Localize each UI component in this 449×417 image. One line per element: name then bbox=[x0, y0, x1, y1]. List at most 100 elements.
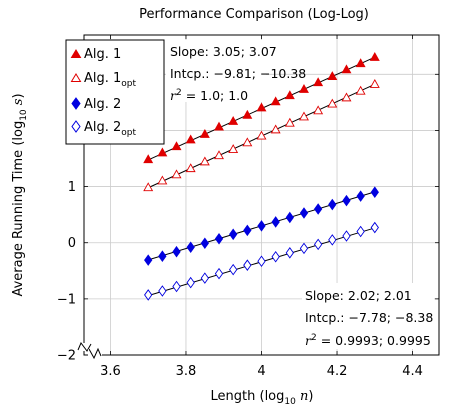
data-point-series-3 bbox=[271, 250, 280, 263]
data-point-series-1 bbox=[369, 78, 380, 88]
data-point-series-0 bbox=[327, 71, 338, 80]
data-point-series-2 bbox=[313, 203, 323, 215]
y-tick-label: −1 bbox=[57, 292, 76, 307]
data-point-series-2 bbox=[144, 254, 153, 266]
data-markers bbox=[143, 52, 380, 301]
data-point-series-0 bbox=[242, 109, 253, 119]
x-tick-label: 3.6 bbox=[100, 364, 121, 379]
data-point-series-2 bbox=[214, 233, 224, 245]
data-point-series-3 bbox=[214, 267, 224, 280]
annotation-alg2-r2: r2 = 0.9993; 0.9995 bbox=[305, 333, 431, 348]
annotation-alg1-r2: r2 = 1.0; 1.0 bbox=[170, 88, 248, 103]
data-point-series-3 bbox=[313, 238, 323, 251]
legend-marker-filled-diamond bbox=[71, 97, 81, 110]
y-axis-break bbox=[77, 342, 92, 352]
data-point-series-2 bbox=[356, 190, 365, 202]
data-point-series-0 bbox=[341, 64, 352, 74]
legend-marker-open-triangle bbox=[70, 73, 82, 82]
ticks bbox=[84, 35, 439, 356]
data-point-series-1 bbox=[256, 130, 267, 140]
data-point-series-1 bbox=[171, 169, 182, 179]
legend-entry-alg1: Alg. 1 bbox=[70, 47, 121, 62]
data-point-series-1 bbox=[284, 117, 295, 127]
chart-title: Performance Comparison (Log-Log) bbox=[139, 7, 369, 22]
x-tick-label: 3.8 bbox=[176, 364, 197, 379]
data-point-series-1 bbox=[341, 92, 352, 102]
data-point-series-1 bbox=[157, 175, 168, 185]
x-axis-label: Length (log10 n) bbox=[211, 389, 314, 407]
data-point-series-0 bbox=[256, 102, 267, 112]
data-point-series-3 bbox=[172, 280, 181, 293]
data-point-series-0 bbox=[299, 84, 309, 93]
annotation-alg1-intercept: Intcp.: −9.81; −10.38 bbox=[170, 66, 306, 81]
data-point-series-0 bbox=[199, 128, 210, 138]
data-point-series-1 bbox=[199, 156, 210, 166]
x-tick-labels: 3.6 3.8 4 4.2 4.4 bbox=[100, 364, 423, 379]
data-point-series-1 bbox=[313, 105, 324, 115]
legend-entry-alg1-opt: Alg. 1opt bbox=[70, 71, 137, 89]
data-point-series-3 bbox=[342, 230, 351, 242]
x-axis-break bbox=[88, 347, 102, 360]
data-point-series-0 bbox=[157, 147, 168, 157]
y-tick-label: 0 bbox=[68, 236, 76, 251]
annotation-alg1-slope: Slope: 3.05; 3.07 bbox=[170, 44, 277, 59]
data-point-series-2 bbox=[257, 220, 266, 232]
data-point-series-2 bbox=[271, 216, 280, 228]
data-point-series-2 bbox=[285, 211, 294, 224]
data-point-series-0 bbox=[228, 116, 239, 125]
data-point-series-1 bbox=[143, 182, 154, 192]
y-axis-label: Average Running Time (log10 s) bbox=[11, 93, 29, 296]
data-point-series-0 bbox=[171, 141, 182, 151]
legend-label-alg1: Alg. 1 bbox=[84, 47, 121, 62]
data-point-series-3 bbox=[229, 263, 238, 276]
data-point-series-1 bbox=[299, 111, 309, 121]
annotation-alg2-intercept: Intcp.: −7.78; −8.38 bbox=[305, 310, 433, 325]
data-point-series-3 bbox=[186, 276, 195, 289]
data-point-series-3 bbox=[285, 247, 294, 259]
legend-entry-alg2-opt: Alg. 2opt bbox=[71, 120, 137, 138]
data-point-series-3 bbox=[144, 289, 153, 301]
data-point-series-0 bbox=[284, 90, 295, 100]
data-point-series-1 bbox=[242, 137, 253, 147]
data-point-series-2 bbox=[229, 228, 238, 241]
data-point-series-2 bbox=[342, 194, 351, 207]
data-point-series-2 bbox=[370, 186, 379, 198]
data-point-series-3 bbox=[356, 225, 365, 238]
data-point-series-0 bbox=[369, 52, 380, 61]
data-point-series-3 bbox=[158, 285, 167, 297]
data-point-series-3 bbox=[370, 221, 379, 234]
data-point-series-2 bbox=[299, 207, 309, 219]
data-point-series-0 bbox=[185, 134, 196, 144]
data-point-series-1 bbox=[228, 144, 239, 153]
legend-entry-alg2: Alg. 2 bbox=[71, 97, 121, 112]
annotation-alg1-fit: Slope: 3.05; 3.07 Intcp.: −9.81; −10.38 … bbox=[166, 40, 306, 103]
y-tick-label: 1 bbox=[68, 180, 76, 195]
legend-marker-filled-triangle bbox=[70, 49, 82, 58]
annotation-alg2-fit: Slope: 2.02; 2.01 Intcp.: −7.78; −8.38 r… bbox=[302, 283, 434, 349]
legend-box bbox=[65, 39, 165, 145]
data-point-series-3 bbox=[243, 259, 252, 271]
legend-label-alg1-opt: Alg. 1opt bbox=[84, 71, 137, 89]
data-point-series-0 bbox=[313, 77, 324, 87]
legend-marker-open-diamond bbox=[71, 120, 81, 133]
data-point-series-2 bbox=[172, 245, 181, 258]
data-point-series-1 bbox=[270, 124, 281, 134]
x-tick-label: 4.4 bbox=[402, 364, 423, 379]
data-point-series-2 bbox=[200, 237, 210, 250]
data-point-series-3 bbox=[328, 234, 337, 246]
data-point-series-0 bbox=[143, 154, 154, 164]
data-point-series-0 bbox=[214, 121, 224, 131]
data-point-series-2 bbox=[243, 224, 252, 237]
annotation-alg2-slope: Slope: 2.02; 2.01 bbox=[305, 288, 412, 303]
data-point-series-2 bbox=[186, 241, 195, 253]
data-point-series-2 bbox=[158, 250, 167, 262]
legend: Alg. 1 Alg. 1opt Alg. 2 Alg. 2opt bbox=[65, 39, 165, 145]
x-tick-label: 4 bbox=[257, 364, 265, 379]
legend-label-alg2-opt: Alg. 2opt bbox=[84, 120, 137, 138]
data-point-series-1 bbox=[214, 150, 224, 160]
data-point-series-2 bbox=[328, 198, 337, 211]
data-point-series-3 bbox=[257, 255, 266, 268]
data-point-series-0 bbox=[270, 96, 281, 106]
data-point-series-1 bbox=[185, 163, 196, 173]
